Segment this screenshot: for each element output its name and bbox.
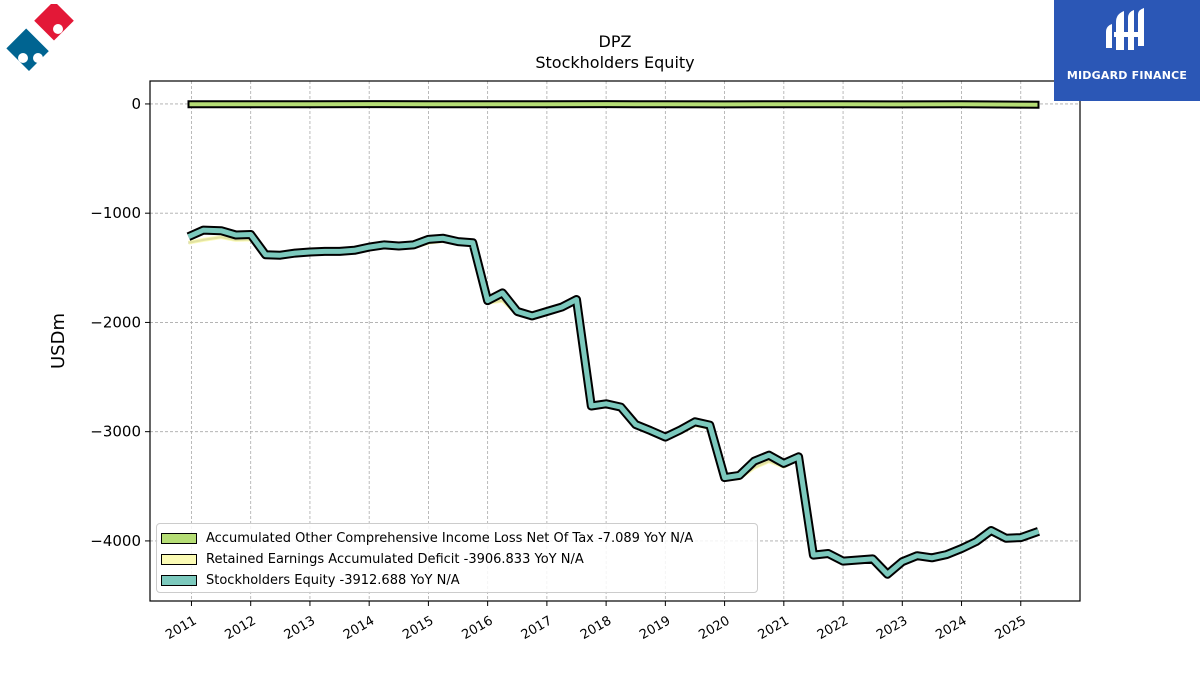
chart-subtitle: Stockholders Equity [535,53,695,72]
legend-item-aoci: Accumulated Other Comprehensive Income L… [157,528,693,548]
plot-frame [149,80,1081,602]
x-tick-label-2016: 2016 [459,613,495,643]
legend-label-retained-earnings: Retained Earnings Accumulated Deficit -3… [206,551,584,567]
y-tick-label-neg2000: −2000 [90,313,141,331]
legend-swatch-aoci [161,532,197,544]
y-tick-label-0: 0 [131,95,141,113]
y-tick-label-neg1000: −1000 [90,204,141,222]
x-tick-label-2018: 2018 [578,613,614,643]
series-area-aoci [187,100,1040,109]
x-tick-label-2017: 2017 [519,613,555,643]
x-tick-label-2020: 2020 [696,613,732,643]
legend-label-aoci: Accumulated Other Comprehensive Income L… [206,530,694,546]
legend-item-retained-earnings: Retained Earnings Accumulated Deficit -3… [157,549,584,569]
y-tick-label-neg3000: −3000 [90,423,141,441]
series-line-stockholders-equity [187,227,1040,577]
midgard-finance-logo-icon: MIDGARD FINANCE [1054,0,1200,101]
y-axis-label: USDm [48,313,69,369]
x-tick-label-2015: 2015 [400,613,436,643]
chart-title: DPZ [598,32,632,51]
x-tick-label-2014: 2014 [341,613,377,643]
x-tick-label-2022: 2022 [815,613,851,643]
x-tick-label-2011: 2011 [163,613,199,643]
legend-swatch-stockholders-equity [161,574,197,586]
x-tick-label-2019: 2019 [637,613,673,643]
dominos-logo-icon [3,0,84,86]
x-tick-label-2021: 2021 [756,613,792,643]
x-tick-label-2023: 2023 [874,613,910,643]
x-tick-label-2024: 2024 [933,613,969,643]
chart-legend: Accumulated Other Comprehensive Income L… [156,523,758,593]
legend-swatch-retained-earnings [161,553,197,565]
x-tick-label-2012: 2012 [223,613,259,643]
plot-area [150,81,1080,601]
publisher-name: MIDGARD FINANCE [1066,69,1188,82]
legend-label-stockholders-equity: Stockholders Equity -3912.688 YoY N/A [206,572,460,588]
legend-item-stockholders-equity: Stockholders Equity -3912.688 YoY N/A [157,570,460,590]
x-tick-label-2025: 2025 [993,613,1029,643]
x-tick-label-2013: 2013 [282,613,318,643]
y-tick-label-neg4000: −4000 [90,532,141,550]
